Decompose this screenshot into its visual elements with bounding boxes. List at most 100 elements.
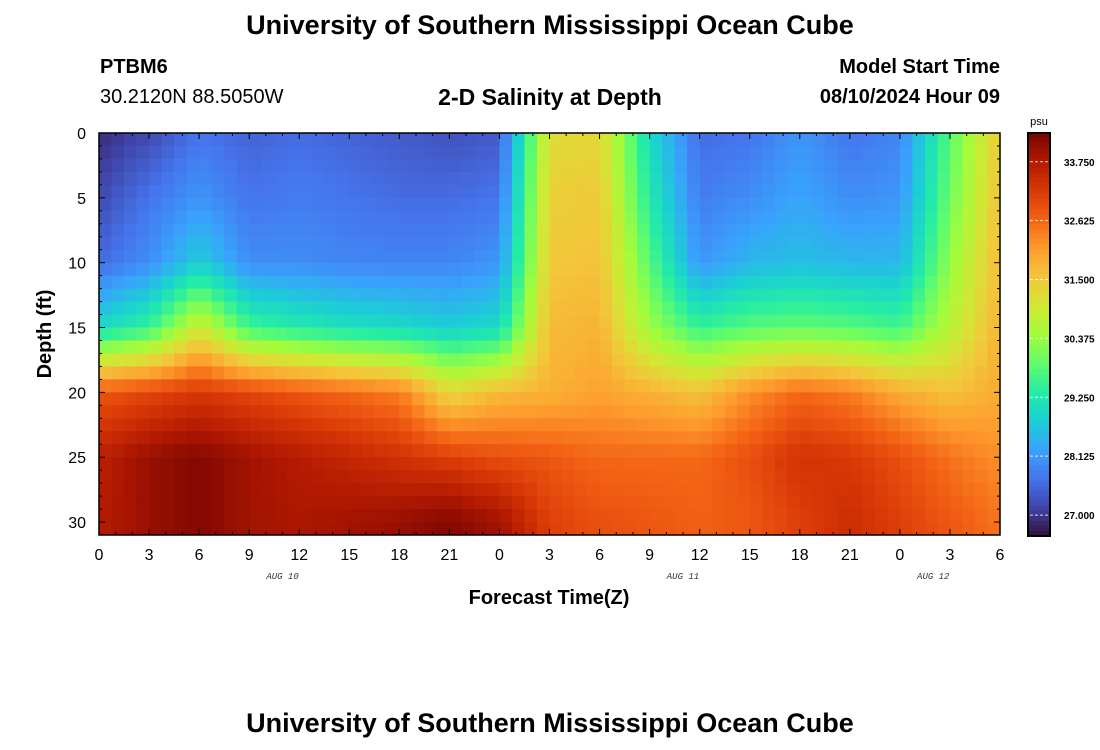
heatmap-cell bbox=[987, 171, 1001, 186]
heatmap-cell bbox=[449, 470, 463, 484]
heatmap-cell bbox=[311, 145, 325, 160]
heatmap-cell bbox=[449, 327, 463, 341]
heatmap-cell bbox=[461, 444, 475, 458]
heatmap-cell bbox=[174, 301, 187, 315]
heatmap-cell bbox=[799, 340, 813, 354]
heatmap-cell bbox=[299, 133, 313, 147]
heatmap-cell bbox=[424, 262, 438, 277]
heatmap-cell bbox=[574, 275, 588, 290]
heatmap-cell bbox=[274, 133, 288, 147]
colorbar-segment bbox=[1028, 213, 1050, 220]
heatmap-cell bbox=[749, 314, 763, 328]
heatmap-cell bbox=[236, 262, 250, 277]
colorbar-segment bbox=[1028, 309, 1050, 315]
heatmap-cell bbox=[224, 314, 238, 328]
heatmap-cell bbox=[974, 392, 988, 406]
heatmap-cell bbox=[299, 418, 313, 432]
heatmap-cell bbox=[812, 197, 826, 212]
heatmap-cell bbox=[261, 340, 275, 354]
heatmap-cell bbox=[174, 496, 187, 510]
heatmap-cell bbox=[211, 158, 225, 173]
heatmap-cell bbox=[712, 431, 726, 445]
heatmap-cell bbox=[99, 262, 112, 277]
heatmap-cell bbox=[461, 236, 475, 251]
heatmap-cell bbox=[324, 301, 338, 315]
heatmap-cell bbox=[249, 275, 263, 290]
heatmap-cell bbox=[161, 444, 175, 458]
heatmap-cell bbox=[699, 366, 713, 380]
heatmap-cell bbox=[737, 184, 751, 199]
heatmap-cell bbox=[799, 483, 813, 497]
heatmap-cell bbox=[461, 483, 475, 497]
heatmap-cell bbox=[286, 431, 300, 445]
heatmap-cell bbox=[211, 314, 225, 328]
heatmap-cell bbox=[799, 223, 813, 238]
heatmap-cell bbox=[449, 405, 463, 419]
heatmap-cell bbox=[261, 496, 275, 510]
heatmap-cell bbox=[574, 133, 588, 147]
heatmap-cell bbox=[111, 470, 125, 484]
heatmap-cell bbox=[424, 379, 438, 393]
heatmap-cell bbox=[224, 470, 238, 484]
heatmap-cell bbox=[299, 483, 313, 497]
heatmap-cell bbox=[424, 496, 438, 510]
heatmap-cell bbox=[399, 470, 413, 484]
heatmap-cell bbox=[762, 197, 776, 212]
heatmap-cell bbox=[449, 133, 463, 147]
heatmap-cell bbox=[286, 210, 300, 225]
heatmap-cell bbox=[274, 184, 288, 199]
heatmap-cell bbox=[461, 249, 475, 264]
heatmap-cell bbox=[399, 457, 413, 471]
heatmap-cell bbox=[174, 288, 187, 302]
heatmap-cell bbox=[411, 262, 425, 277]
heatmap-cell bbox=[662, 405, 676, 419]
heatmap-cell bbox=[286, 327, 300, 341]
heatmap-cell bbox=[411, 483, 425, 497]
heatmap-cell bbox=[99, 522, 112, 536]
heatmap-cell bbox=[887, 236, 901, 251]
heatmap-cell bbox=[649, 158, 663, 173]
heatmap-cell bbox=[186, 353, 200, 367]
heatmap-cell bbox=[161, 223, 175, 238]
heatmap-cell bbox=[486, 171, 500, 186]
heatmap-cell bbox=[649, 353, 663, 367]
heatmap-cell bbox=[99, 197, 112, 212]
heatmap-cell bbox=[687, 158, 701, 173]
heatmap-cell bbox=[912, 366, 926, 380]
colorbar-segment bbox=[1028, 389, 1050, 396]
heatmap-cell bbox=[974, 340, 988, 354]
heatmap-cell bbox=[374, 483, 388, 497]
heatmap-cell bbox=[549, 133, 563, 147]
heatmap-cell bbox=[111, 133, 125, 147]
heatmap-cell bbox=[712, 509, 726, 523]
heatmap-cell bbox=[499, 184, 513, 199]
colorbar-unit: psu bbox=[1030, 116, 1048, 128]
heatmap-cell bbox=[499, 249, 513, 264]
heatmap-cell bbox=[499, 509, 513, 523]
heatmap-cell bbox=[649, 418, 663, 432]
heatmap-cell bbox=[699, 327, 713, 341]
heatmap-cell bbox=[962, 405, 976, 419]
heatmap-cell bbox=[837, 431, 851, 445]
heatmap-cell bbox=[712, 184, 726, 199]
heatmap-cell bbox=[962, 197, 976, 212]
heatmap-cell bbox=[311, 496, 325, 510]
colorbar-segment bbox=[1028, 495, 1050, 502]
heatmap-cell bbox=[361, 262, 375, 277]
heatmap-cell bbox=[787, 509, 801, 523]
heatmap-cell bbox=[649, 275, 663, 290]
heatmap-cell bbox=[349, 236, 363, 251]
heatmap-cell bbox=[149, 210, 162, 225]
heatmap-cell bbox=[787, 249, 801, 264]
heatmap-cell bbox=[549, 158, 563, 173]
heatmap-cell bbox=[436, 158, 450, 173]
heatmap-cell bbox=[336, 366, 350, 380]
heatmap-cell bbox=[324, 262, 338, 277]
heatmap-cell bbox=[224, 392, 238, 406]
heatmap-cell bbox=[799, 249, 813, 264]
x-tick-label: 3 bbox=[945, 547, 954, 564]
heatmap-cell bbox=[787, 431, 801, 445]
heatmap-cell bbox=[687, 418, 701, 432]
heatmap-cell bbox=[486, 457, 500, 471]
heatmap-cell bbox=[261, 210, 275, 225]
